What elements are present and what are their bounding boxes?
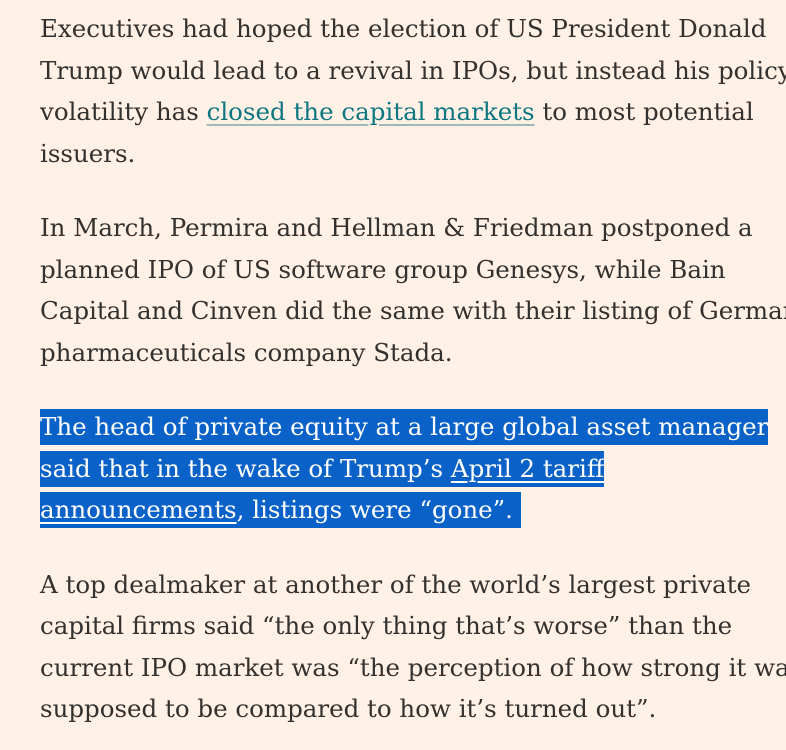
line: planned IPO of US software group Genesys… bbox=[40, 249, 760, 291]
line: A top dealmaker at another of the world’… bbox=[40, 564, 760, 606]
text: issuers. bbox=[40, 138, 136, 168]
text: capital firms said “the only thing that’… bbox=[40, 611, 733, 640]
link-announcements[interactable]: announcements bbox=[40, 495, 237, 524]
line: The head of private equity at a large gl… bbox=[40, 406, 769, 448]
text: , listings were “gone”. bbox=[236, 495, 521, 524]
paragraph-3-selected: The head of private equity at a large gl… bbox=[40, 406, 769, 531]
paragraph-2: In March, Permira and Hellman & Friedman… bbox=[40, 207, 786, 374]
text: Trump would lead to a revival in IPOs, b… bbox=[40, 55, 786, 85]
text: In March, Permira and Hellman & Friedman… bbox=[40, 213, 753, 242]
line: Executives had hoped the election of US … bbox=[40, 8, 766, 50]
line: capital firms said “the only thing that’… bbox=[40, 605, 760, 647]
text: current IPO market was “the perception o… bbox=[40, 652, 786, 682]
line: volatility has closed the capital market… bbox=[40, 91, 760, 133]
text: The head of private equity at a large gl… bbox=[40, 412, 769, 441]
selected-text: The head of private equity at a large gl… bbox=[40, 409, 769, 445]
line: announcements, listings were “gone”. bbox=[40, 489, 760, 531]
text: Executives had hoped the election of US … bbox=[40, 14, 767, 43]
line: supposed to be compared to how it’s turn… bbox=[40, 688, 760, 730]
text: to most potential bbox=[534, 97, 754, 126]
line: In March, Permira and Hellman & Friedman… bbox=[40, 207, 760, 249]
text: volatility has bbox=[40, 97, 207, 126]
paragraph-4: A top dealmaker at another of the world’… bbox=[40, 564, 786, 730]
text: A top dealmaker at another of the world’… bbox=[40, 569, 752, 599]
selected-text: said that in the wake of Trump’s April 2… bbox=[40, 450, 605, 487]
line: issuers. bbox=[40, 133, 760, 175]
link-closed-capital-markets[interactable]: closed the capital markets bbox=[206, 97, 535, 126]
text: supposed to be compared to how it’s turn… bbox=[40, 694, 657, 723]
text: Capital and Cinven did the same with the… bbox=[40, 296, 786, 325]
line: Trump would lead to a revival in IPOs, b… bbox=[40, 50, 786, 92]
line: said that in the wake of Trump’s April 2… bbox=[40, 448, 760, 490]
line: current IPO market was “the perception o… bbox=[40, 647, 786, 689]
text: planned IPO of US software group Genesys… bbox=[40, 254, 726, 284]
selected-text: announcements, listings were “gone”. bbox=[40, 492, 521, 528]
text: said that in the wake of Trump’s bbox=[40, 453, 451, 483]
link-april-2-tariff[interactable]: April 2 tariff bbox=[450, 453, 605, 483]
line: Capital and Cinven did the same with the… bbox=[40, 290, 786, 332]
paragraph-1: Executives had hoped the election of US … bbox=[40, 8, 786, 175]
line: pharmaceuticals company Stada. bbox=[40, 332, 760, 374]
text: pharmaceuticals company Stada. bbox=[40, 337, 453, 367]
